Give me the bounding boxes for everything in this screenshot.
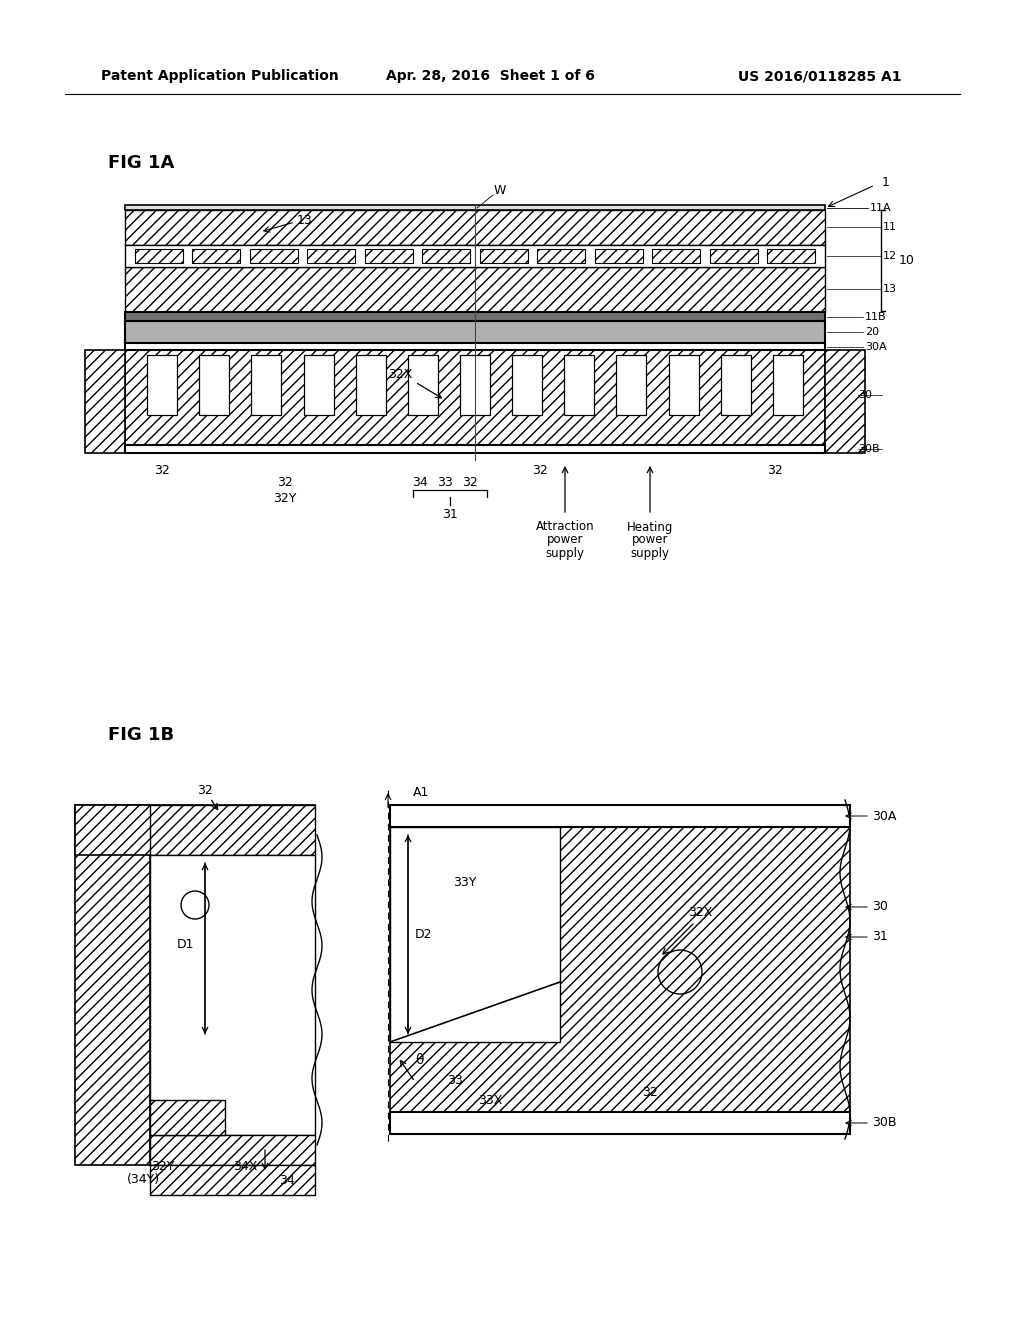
Text: θ: θ <box>416 1053 424 1067</box>
Bar <box>480 249 527 263</box>
Bar <box>422 249 470 263</box>
Bar <box>710 249 758 263</box>
Text: A1: A1 <box>413 787 429 800</box>
Bar <box>307 249 355 263</box>
Text: 1: 1 <box>882 176 890 189</box>
Text: Apr. 28, 2016  Sheet 1 of 6: Apr. 28, 2016 Sheet 1 of 6 <box>386 69 595 83</box>
Bar <box>150 855 315 1135</box>
Text: 32: 32 <box>462 477 478 490</box>
Bar <box>75 805 315 855</box>
Text: 32: 32 <box>767 465 783 478</box>
Bar <box>616 355 646 414</box>
Text: 32: 32 <box>278 477 293 490</box>
Bar <box>595 249 643 263</box>
Bar <box>773 355 803 414</box>
Bar <box>390 1111 850 1134</box>
Bar <box>825 350 865 453</box>
Text: supply: supply <box>631 546 670 560</box>
Bar <box>125 343 825 350</box>
Text: 13: 13 <box>297 214 313 227</box>
Text: Heating: Heating <box>627 520 673 533</box>
Bar <box>147 355 177 414</box>
Text: 33: 33 <box>437 477 453 490</box>
Text: 33X: 33X <box>478 1093 502 1106</box>
Bar <box>125 350 825 445</box>
Text: FIG 1A: FIG 1A <box>108 154 174 172</box>
Text: 30B: 30B <box>872 1117 896 1130</box>
Text: 11A: 11A <box>870 203 892 213</box>
Text: 30: 30 <box>872 900 888 913</box>
Bar <box>564 355 594 414</box>
Bar <box>125 445 825 453</box>
Bar <box>355 355 386 414</box>
Text: D1: D1 <box>176 937 194 950</box>
Text: 12: 12 <box>883 251 897 261</box>
Bar <box>200 355 229 414</box>
Text: (34Y): (34Y) <box>126 1173 160 1187</box>
Text: 32: 32 <box>642 1085 657 1098</box>
Text: 33: 33 <box>447 1073 463 1086</box>
Text: Patent Application Publication: Patent Application Publication <box>101 69 339 83</box>
Text: Attraction: Attraction <box>536 520 594 533</box>
Text: 34: 34 <box>280 1173 295 1187</box>
Bar <box>150 1166 315 1195</box>
Text: supply: supply <box>546 546 585 560</box>
Text: 31: 31 <box>442 508 458 521</box>
Bar <box>767 249 815 263</box>
Bar <box>125 210 825 246</box>
Text: 32Y: 32Y <box>152 1160 175 1173</box>
Bar <box>125 312 825 321</box>
Bar <box>125 267 825 312</box>
Bar <box>365 249 413 263</box>
Bar <box>125 205 825 210</box>
Text: 32: 32 <box>532 465 548 478</box>
Bar <box>75 805 150 1166</box>
Text: 34: 34 <box>412 477 428 490</box>
Text: 32: 32 <box>155 465 170 478</box>
Bar <box>252 355 282 414</box>
Bar <box>538 249 586 263</box>
Bar <box>125 246 825 267</box>
Bar <box>460 355 490 414</box>
Bar <box>390 828 850 1111</box>
Bar <box>125 321 825 343</box>
Text: 10: 10 <box>899 253 914 267</box>
Bar <box>250 249 298 263</box>
Text: D2: D2 <box>416 928 433 940</box>
Bar <box>408 355 438 414</box>
Text: 30A: 30A <box>865 342 887 352</box>
Text: 32X: 32X <box>688 906 712 919</box>
Text: power: power <box>547 533 584 546</box>
Text: 33Y: 33Y <box>454 875 477 888</box>
Text: power: power <box>632 533 669 546</box>
Bar <box>303 355 334 414</box>
Bar <box>150 1100 225 1135</box>
Bar <box>390 828 560 1041</box>
Text: FIG 1B: FIG 1B <box>108 726 174 744</box>
Text: US 2016/0118285 A1: US 2016/0118285 A1 <box>738 69 902 83</box>
Text: 20: 20 <box>865 327 880 337</box>
Text: 11B: 11B <box>865 312 887 322</box>
Text: 30: 30 <box>858 389 872 400</box>
Text: 34X: 34X <box>232 1160 257 1173</box>
Text: 30B: 30B <box>858 444 880 454</box>
Text: 32Y: 32Y <box>273 492 297 506</box>
Bar <box>512 355 542 414</box>
Bar <box>150 805 315 855</box>
Bar <box>652 249 700 263</box>
Bar <box>721 355 751 414</box>
Text: 30A: 30A <box>872 809 896 822</box>
Bar <box>669 355 698 414</box>
Bar <box>150 1135 315 1166</box>
Bar <box>134 249 182 263</box>
Text: 32X: 32X <box>388 367 413 380</box>
Text: 32: 32 <box>198 784 213 796</box>
Text: W: W <box>494 185 506 198</box>
Bar <box>390 805 850 828</box>
Text: 31: 31 <box>872 931 888 944</box>
Text: 13: 13 <box>883 284 897 294</box>
Bar <box>193 249 240 263</box>
Text: 11: 11 <box>883 222 897 232</box>
Bar <box>85 350 125 453</box>
